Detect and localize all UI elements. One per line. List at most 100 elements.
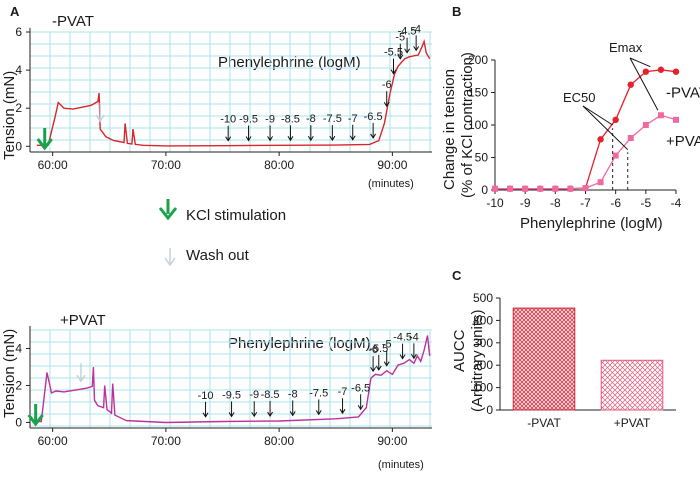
washout-arrow-head xyxy=(76,374,86,383)
c-y-tick-label: 500 xyxy=(473,291,493,305)
dose-label: -8 xyxy=(288,388,298,400)
b-annotations: Emax EC50 xyxy=(563,40,659,190)
dose-label: -6.5 xyxy=(351,382,370,394)
b-x-tick-label: -8 xyxy=(550,196,561,210)
data-point xyxy=(642,122,649,128)
dose-label: -8.5 xyxy=(261,389,280,401)
concentration-response-panel: B Change in tension (% of KCl contractio… xyxy=(441,4,700,232)
data-point xyxy=(657,66,665,73)
dose-arrow-head xyxy=(383,361,390,367)
panel-letter-c: C xyxy=(452,268,462,283)
dose-arrow-head xyxy=(375,365,382,371)
b-x-axis-label: Phenylephrine (logM) xyxy=(520,215,663,232)
dose-arrow-head xyxy=(397,54,404,60)
top-x-unit-label: (minutes) xyxy=(368,178,414,190)
dose-arrow-head xyxy=(315,410,322,416)
aucc-bar xyxy=(600,359,664,411)
b-x-tick-label: -10 xyxy=(486,196,504,210)
x-tick-label: 60:00 xyxy=(38,434,68,448)
dose-arrow-head xyxy=(357,404,364,411)
dose-arrow-head xyxy=(370,133,377,139)
c-y-tick-label: 200 xyxy=(473,358,493,372)
b-y-axis-label-line1: Change in tension xyxy=(441,69,458,190)
minus-pvat-condition-label: -PVAT xyxy=(52,13,94,30)
b-y-tick-label: 50 xyxy=(475,151,489,165)
kcl-stimulation-label: KCl stimulation xyxy=(186,207,286,224)
kcl-arrow-icon xyxy=(158,199,178,221)
dose-arrow-head xyxy=(307,135,314,142)
dose-label: -4 xyxy=(409,331,419,343)
b-x-tick-label: -6 xyxy=(610,196,621,210)
b-y-axis-label-line2: (% of KCl contraction) xyxy=(459,52,476,198)
series-name-label: +PVAT xyxy=(666,133,700,150)
c-y-tick-label: 0 xyxy=(486,403,493,417)
emax-arrow xyxy=(629,57,651,68)
emax-label: Emax xyxy=(609,40,643,55)
dose-arrow-head xyxy=(410,354,417,360)
y-tick-label: 0 xyxy=(15,415,22,429)
c-y-tick-label: 100 xyxy=(473,381,493,395)
dose-label: -4 xyxy=(411,23,421,35)
protocol-legend: KCl stimulation Wash out xyxy=(158,199,286,267)
dose-arrow-head xyxy=(370,366,377,373)
dose-arrow-head xyxy=(349,135,356,141)
top-trace xyxy=(36,39,431,147)
dose-label: -9.5 xyxy=(239,114,258,126)
dose-label: -6 xyxy=(368,344,378,356)
dose-label: -7.5 xyxy=(309,387,328,399)
data-point xyxy=(567,185,574,192)
dose-label: -4.5 xyxy=(393,332,412,344)
top-event-arrows xyxy=(36,103,105,151)
c-axes: 0 100 200 300 400 500 xyxy=(473,291,676,417)
bottom-axes: 0 2 4 60:00 70:00 80:00 90:00 xyxy=(15,326,432,448)
b-y-tick-label: 200 xyxy=(468,53,488,67)
x-tick-label: 80:00 xyxy=(264,434,294,448)
series-line xyxy=(495,69,677,190)
b-x-tick-label: -9 xyxy=(520,196,531,210)
data-point xyxy=(597,136,604,143)
x-tick-label: 60:00 xyxy=(38,158,68,172)
b-series: -PVAT +PVAT xyxy=(491,66,700,192)
emax-arrow xyxy=(629,57,659,111)
ec50-label: EC50 xyxy=(563,90,596,105)
data-point xyxy=(492,185,498,192)
b-y-tick-label: 150 xyxy=(468,86,488,100)
panel-letter-b: B xyxy=(452,4,461,19)
dose-arrow-head xyxy=(287,136,294,142)
data-point xyxy=(597,179,604,186)
y-tick-label: 4 xyxy=(15,341,22,355)
dose-arrow-head xyxy=(383,101,390,108)
b-axes: 0 50 100 150 200 -10 -9 -8 -7 -6 -5 -4 xyxy=(468,53,682,210)
data-point xyxy=(672,68,680,75)
b-x-tick-label: -5 xyxy=(640,196,651,210)
dose-arrow-head xyxy=(289,411,296,417)
dose-label: -10 xyxy=(198,390,214,402)
dose-label: -8 xyxy=(306,113,316,125)
trace-minus-pvat-panel: A -PVAT Phenylephrine (logM) Tension (mN… xyxy=(1,4,432,190)
trace-plus-pvat-panel: +PVAT Phenylephrine (logM) Tension (mN) … xyxy=(1,312,432,471)
bottom-dose-markers: -10 -9.5 -9 -8.5 -8 -7.5 -7 -6.5 -6-5.5-5-4.5-4 xyxy=(198,331,419,418)
dose-label: -9 xyxy=(265,113,275,125)
panel-letter-a: A xyxy=(10,4,20,19)
b-x-tick-label: -7 xyxy=(580,196,591,210)
x-tick-label: 90:00 xyxy=(377,158,407,172)
dose-label: -7 xyxy=(348,113,358,125)
y-tick-label: 6 xyxy=(15,25,22,39)
y-tick-label: 0 xyxy=(15,139,22,153)
dose-arrow-head xyxy=(267,136,273,142)
dose-label: -7.5 xyxy=(323,113,342,125)
ec50-arrow xyxy=(582,105,613,126)
kcl-stimulation-arrow-head xyxy=(27,414,44,427)
data-point xyxy=(582,185,589,192)
dose-label: -7 xyxy=(338,386,348,398)
washout-arrow-head xyxy=(95,114,105,123)
data-point xyxy=(552,185,559,192)
x-tick-label: 70:00 xyxy=(151,434,181,448)
b-y-tick-label: 100 xyxy=(468,118,488,132)
c-bars: -PVAT +PVAT xyxy=(512,307,664,430)
bottom-phenylephrine-label: Phenylephrine (logM) xyxy=(228,335,371,352)
dose-arrow-head xyxy=(225,136,232,142)
dose-arrow-head xyxy=(390,69,397,75)
dose-label: -4.5 xyxy=(398,26,417,38)
